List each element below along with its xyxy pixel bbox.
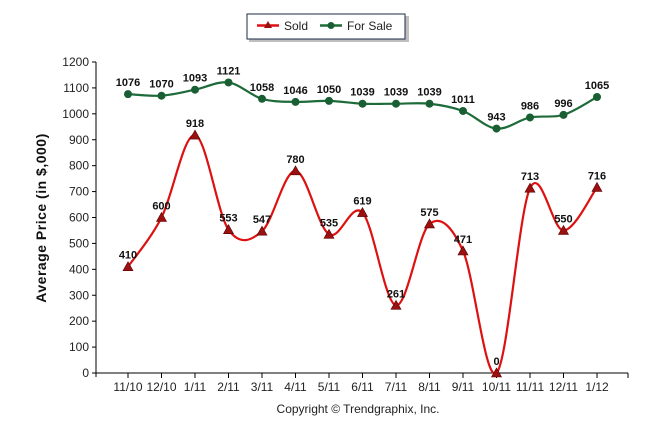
data-label-for-sale: 943 (487, 112, 505, 124)
data-label-sold: 716 (588, 170, 606, 182)
data-label-sold: 0 (493, 356, 499, 368)
data-label-sold: 575 (420, 207, 438, 219)
data-point-for-sale (325, 96, 333, 105)
data-point-for-sale (492, 124, 501, 133)
y-tick-label: 600 (69, 211, 89, 225)
data-label-sold: 535 (320, 217, 338, 229)
data-label-for-sale: 1039 (384, 87, 408, 99)
data-point-sold (256, 225, 268, 236)
data-label-for-sale: 1058 (250, 82, 274, 94)
data-label-sold: 619 (353, 196, 371, 208)
x-tick-label: 1/11 (184, 380, 207, 394)
data-point-sold (356, 206, 369, 217)
data-point-sold (323, 228, 335, 239)
data-point-sold (189, 129, 201, 140)
data-point-sold (591, 181, 603, 192)
y-tick-label: 1200 (62, 55, 89, 69)
data-point-for-sale (526, 113, 534, 122)
data-label-sold: 713 (521, 171, 539, 183)
legend-sold-marker (264, 21, 272, 28)
x-tick-label: 12/11 (549, 380, 578, 394)
y-axis-label: Average Price (in $,000) (33, 133, 49, 302)
data-label-for-sale: 1121 (217, 65, 241, 77)
data-point-sold (289, 165, 302, 176)
legend-for-sale-marker (327, 22, 335, 29)
data-point-sold (390, 299, 402, 310)
data-point-sold (557, 224, 570, 235)
y-tick-label: 700 (69, 185, 89, 199)
x-tick-label: 4/11 (284, 380, 307, 394)
data-label-for-sale: 1050 (317, 84, 341, 96)
x-tick-label: 8/11 (418, 380, 441, 394)
y-tick-label: 300 (69, 288, 89, 302)
series-sold: 410 600 918 553 547 780 535 619 261 575 471 0 713 550… (119, 118, 606, 378)
data-label-for-sale: 1065 (585, 80, 609, 92)
data-point-sold (122, 261, 134, 272)
data-label-sold: 780 (286, 154, 304, 166)
data-point-for-sale (392, 99, 400, 108)
data-label-for-sale: 986 (521, 100, 539, 112)
data-label-sold: 550 (554, 213, 572, 225)
y-tick-label: 500 (69, 236, 89, 250)
data-point-sold (155, 211, 168, 222)
legend: Sold For Sale (246, 13, 409, 42)
data-label-for-sale: 996 (554, 98, 572, 110)
legend-sold-label: Sold (284, 19, 308, 33)
x-tick-label: 7/11 (385, 380, 408, 394)
data-point-sold (490, 367, 503, 378)
y-tick-label: 100 (69, 340, 89, 354)
series-line-sold (127, 133, 598, 375)
data-label-sold: 261 (387, 288, 405, 300)
data-point-for-sale (425, 99, 434, 108)
data-point-for-sale (124, 90, 132, 99)
data-label-sold: 471 (454, 234, 472, 246)
data-label-sold: 553 (219, 213, 237, 225)
data-label-for-sale: 1039 (417, 87, 441, 99)
x-tick-label: 11/10 (113, 380, 142, 394)
data-point-for-sale (191, 85, 199, 94)
y-tick-label: 800 (69, 159, 89, 173)
y-tick-label: 1000 (62, 107, 89, 121)
data-point-for-sale (559, 110, 568, 119)
data-point-for-sale (459, 106, 467, 115)
x-tick-label: 5/11 (318, 380, 341, 394)
x-tick-label: 12/10 (146, 380, 176, 394)
x-tick-label: 6/11 (351, 380, 374, 394)
data-point-for-sale (224, 78, 233, 87)
x-tick-label: 10/11 (482, 380, 511, 394)
data-label-for-sale: 1076 (116, 77, 140, 89)
data-label-sold: 547 (253, 214, 271, 226)
data-label-sold: 410 (119, 250, 137, 262)
x-tick-label: 9/11 (452, 380, 475, 394)
series-for-sale: 1076 1070 1093 1121 1058 1046 1050 1039 1039 1039… (116, 65, 609, 133)
data-point-sold (457, 245, 469, 256)
data-label-for-sale: 1011 (451, 94, 475, 106)
x-tick-label: 2/11 (217, 380, 240, 394)
y-tick-label: 0 (82, 366, 89, 380)
data-point-for-sale (291, 97, 300, 106)
data-point-for-sale (593, 92, 601, 101)
y-tick-label: 900 (69, 133, 89, 147)
data-point-sold (222, 224, 235, 234)
data-label-sold: 918 (186, 118, 204, 130)
y-tick-label: 400 (69, 262, 89, 276)
legend-for-sale-label: For Sale (347, 19, 393, 33)
copyright-footer: Copyright © Trendgraphix, Inc. (277, 402, 440, 416)
data-label-for-sale: 1039 (350, 87, 374, 99)
data-label-for-sale: 1093 (183, 73, 207, 85)
data-point-for-sale (358, 99, 367, 108)
x-tick-label: 1/12 (585, 380, 609, 394)
data-point-sold (524, 182, 536, 193)
data-point-for-sale (258, 94, 266, 103)
y-tick-label: 1100 (63, 81, 89, 95)
data-label-sold: 600 (152, 201, 170, 213)
y-tick-label: 200 (69, 314, 89, 328)
data-point-sold (423, 218, 436, 229)
data-label-for-sale: 1046 (283, 85, 307, 97)
data-label-for-sale: 1070 (149, 79, 173, 91)
x-tick-label: 3/11 (251, 380, 274, 394)
data-point-for-sale (157, 91, 166, 100)
x-tick-label: 11/11 (516, 380, 545, 394)
